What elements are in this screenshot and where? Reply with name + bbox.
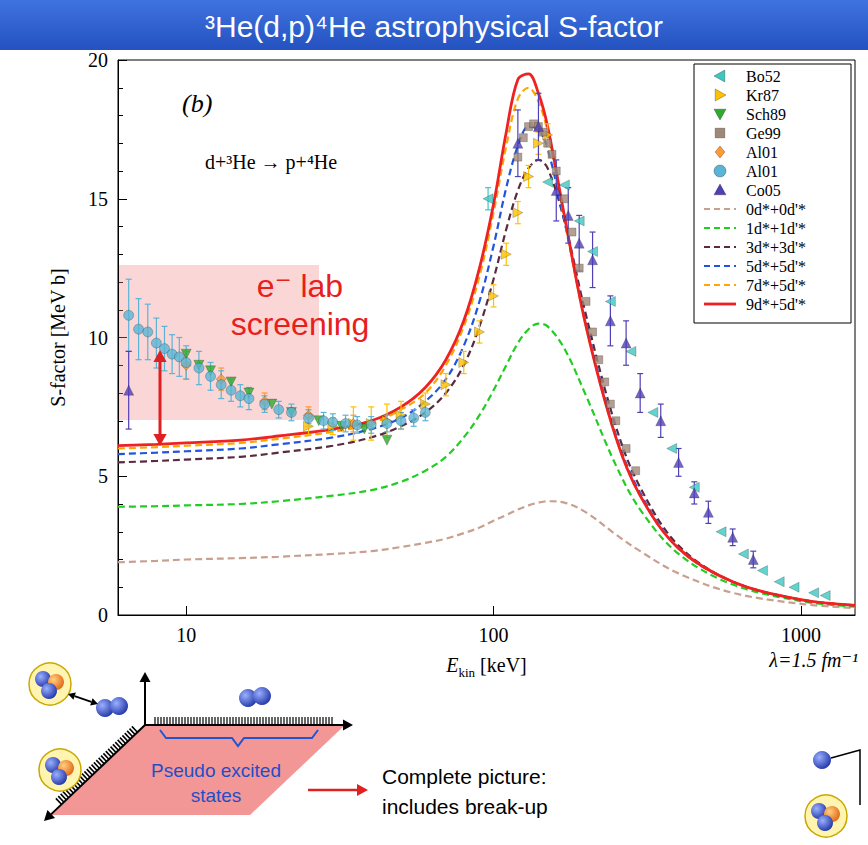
svg-text:15: 15 [88, 188, 108, 210]
svg-text:20: 20 [88, 49, 108, 71]
svg-text:screening: screening [231, 306, 370, 342]
svg-text:includes break-up: includes break-up [382, 795, 548, 818]
svg-text:Bo52: Bo52 [746, 68, 781, 85]
svg-text:[keV]: [keV] [475, 654, 527, 676]
svg-text:³He(d,p)⁴He astrophysical S-fa: ³He(d,p)⁴He astrophysical S-factor [205, 10, 663, 43]
svg-text:Complete picture:: Complete picture: [382, 765, 547, 788]
svg-text:5d*+5d'*: 5d*+5d'* [746, 258, 806, 275]
svg-text:9d*+5d'*: 9d*+5d'* [746, 296, 806, 313]
svg-text:(b): (b) [182, 89, 212, 118]
svg-text:7d*+5d'*: 7d*+5d'* [746, 277, 806, 294]
svg-text:10: 10 [176, 624, 196, 646]
svg-text:Ge99: Ge99 [746, 125, 781, 142]
svg-text:S-factor [MeV b]: S-factor [MeV b] [47, 268, 69, 406]
svg-text:1000: 1000 [781, 624, 821, 646]
svg-text:d+³He → p+⁴He: d+³He → p+⁴He [205, 151, 337, 174]
svg-text:100: 100 [479, 624, 509, 646]
svg-text:e⁻ lab: e⁻ lab [257, 268, 343, 304]
svg-text:λ=1.5 fm⁻¹: λ=1.5 fm⁻¹ [768, 649, 858, 672]
svg-text:Al01: Al01 [746, 163, 778, 180]
svg-text:5: 5 [98, 465, 108, 487]
svg-text:Kr87: Kr87 [746, 87, 779, 104]
svg-text:Sch89: Sch89 [746, 106, 786, 123]
svg-text:1d*+1d'*: 1d*+1d'* [746, 220, 806, 237]
svg-text:E: E [445, 654, 458, 676]
svg-text:states: states [191, 785, 242, 806]
svg-text:Co05: Co05 [746, 182, 781, 199]
svg-text:10: 10 [88, 327, 108, 349]
svg-text:0d*+0d'*: 0d*+0d'* [746, 201, 806, 218]
svg-text:Al01: Al01 [746, 144, 778, 161]
svg-text:Pseudo excited: Pseudo excited [151, 760, 281, 781]
svg-text:3d*+3d'*: 3d*+3d'* [746, 239, 806, 256]
svg-text:0: 0 [98, 604, 108, 626]
svg-text:kin: kin [458, 665, 475, 680]
